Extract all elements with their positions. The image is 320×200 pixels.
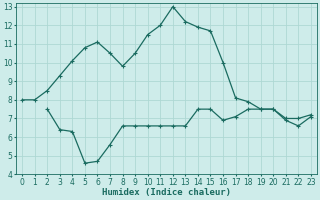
X-axis label: Humidex (Indice chaleur): Humidex (Indice chaleur) [102, 188, 231, 197]
